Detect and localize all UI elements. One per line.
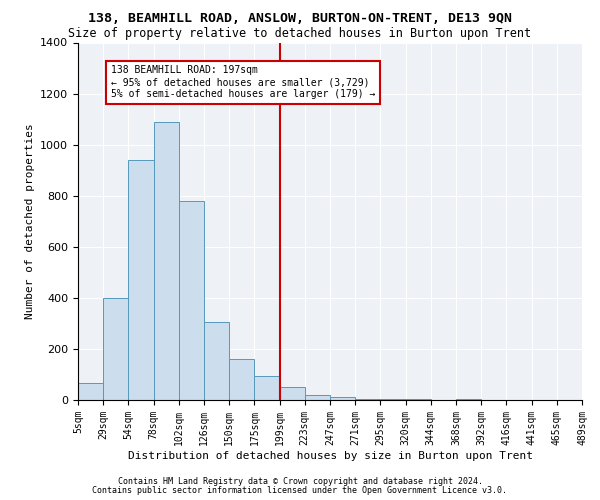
Bar bbox=[305, 395, 330, 400]
Bar bbox=[456, 398, 481, 400]
Text: Contains public sector information licensed under the Open Government Licence v3: Contains public sector information licen… bbox=[92, 486, 508, 495]
Bar bbox=[103, 298, 128, 400]
Bar bbox=[254, 376, 280, 400]
Bar bbox=[355, 398, 380, 400]
Bar bbox=[280, 387, 305, 400]
Bar bbox=[330, 398, 355, 400]
Text: Contains HM Land Registry data © Crown copyright and database right 2024.: Contains HM Land Registry data © Crown c… bbox=[118, 478, 482, 486]
Text: 138 BEAMHILL ROAD: 197sqm
← 95% of detached houses are smaller (3,729)
5% of sem: 138 BEAMHILL ROAD: 197sqm ← 95% of detac… bbox=[111, 66, 375, 98]
Y-axis label: Number of detached properties: Number of detached properties bbox=[25, 124, 35, 319]
Bar bbox=[406, 398, 431, 400]
Bar bbox=[78, 384, 103, 400]
Bar bbox=[204, 322, 229, 400]
Bar bbox=[380, 398, 406, 400]
Bar bbox=[179, 201, 204, 400]
Text: Size of property relative to detached houses in Burton upon Trent: Size of property relative to detached ho… bbox=[68, 26, 532, 40]
Bar bbox=[154, 122, 179, 400]
Text: 138, BEAMHILL ROAD, ANSLOW, BURTON-ON-TRENT, DE13 9QN: 138, BEAMHILL ROAD, ANSLOW, BURTON-ON-TR… bbox=[88, 12, 512, 26]
Bar bbox=[229, 359, 254, 400]
X-axis label: Distribution of detached houses by size in Burton upon Trent: Distribution of detached houses by size … bbox=[128, 450, 533, 460]
Bar bbox=[128, 160, 154, 400]
